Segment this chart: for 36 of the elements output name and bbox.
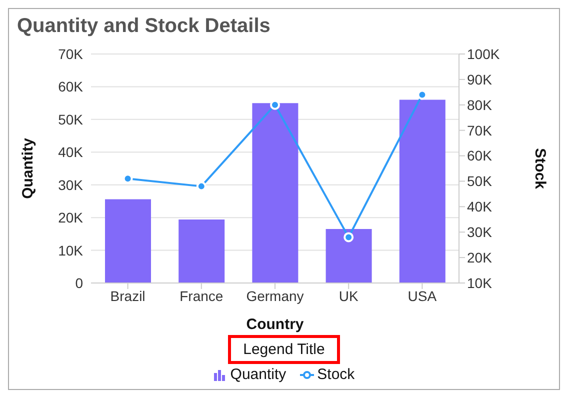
y2-tick-label: 60K (467, 148, 493, 164)
x-tick-label: Germany (246, 288, 304, 304)
y-tick-label: 70K (58, 46, 84, 62)
y2-tick-label: 50K (467, 173, 493, 190)
y-tick-label: 40K (58, 144, 84, 160)
y2-tick-label: 30K (467, 224, 493, 240)
y2-tick-label: 40K (467, 198, 493, 215)
x-tick-label: USA (408, 288, 438, 304)
bar (326, 229, 372, 283)
x-axis-title: Country (246, 316, 304, 333)
y-tick-label: 60K (58, 78, 84, 95)
y2-tick-label: 70K (467, 122, 493, 138)
x-tick-label: UK (338, 288, 359, 304)
y-tick-label: 10K (58, 242, 84, 258)
bar (399, 100, 446, 283)
chart-title: Quantity and Stock Details (16, 14, 272, 38)
x-tick-label: Brazil (110, 288, 146, 304)
y-tick-label: 30K (58, 176, 84, 193)
y-axis-title: Quantity (19, 137, 36, 199)
legend-label: Stock (316, 366, 355, 383)
y2-tick-label: 10K (467, 274, 493, 291)
y2-tick-label: 100K (467, 46, 500, 62)
bar (105, 199, 151, 283)
y-tick-label: 50K (58, 111, 84, 128)
bar (178, 220, 225, 283)
y-tick-label: 20K (58, 210, 84, 226)
bar (252, 103, 298, 283)
x-tick-label: France (180, 288, 224, 304)
y2-tick-label: 90K (467, 71, 493, 88)
y2-tick-label: 80K (467, 96, 493, 113)
y2-axis-title: Stock (532, 148, 549, 190)
point (344, 232, 354, 242)
y-tick-label: 0 (75, 274, 84, 291)
legend-label: Quantity (229, 366, 286, 383)
highlight-box: Legend Title (228, 335, 340, 364)
y2-tick-label: 20K (467, 250, 493, 266)
